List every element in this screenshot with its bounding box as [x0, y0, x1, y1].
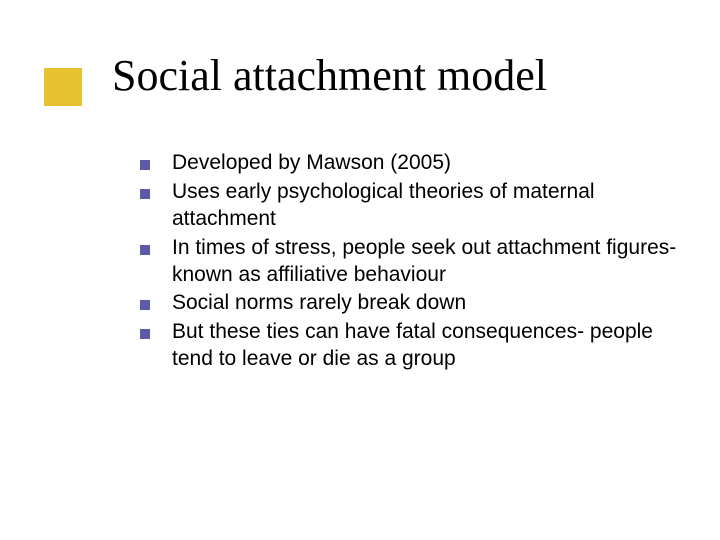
bullet-text: Social norms rarely break down	[172, 290, 680, 317]
list-item: Developed by Mawson (2005)	[140, 150, 680, 177]
list-item: But these ties can have fatal consequenc…	[140, 319, 680, 373]
list-item: In times of stress, people seek out atta…	[140, 235, 680, 289]
square-bullet-icon	[140, 245, 150, 255]
bullet-text: Developed by Mawson (2005)	[172, 150, 680, 177]
list-item: Uses early psychological theories of mat…	[140, 179, 680, 233]
square-bullet-icon	[140, 329, 150, 339]
bullet-text: In times of stress, people seek out atta…	[172, 235, 680, 289]
slide-title: Social attachment model	[112, 50, 547, 101]
list-item: Social norms rarely break down	[140, 290, 680, 317]
square-bullet-icon	[140, 160, 150, 170]
title-accent-square	[44, 68, 82, 106]
bullet-list: Developed by Mawson (2005)Uses early psy…	[140, 150, 680, 375]
bullet-text: But these ties can have fatal consequenc…	[172, 319, 680, 373]
square-bullet-icon	[140, 189, 150, 199]
bullet-text: Uses early psychological theories of mat…	[172, 179, 680, 233]
square-bullet-icon	[140, 300, 150, 310]
